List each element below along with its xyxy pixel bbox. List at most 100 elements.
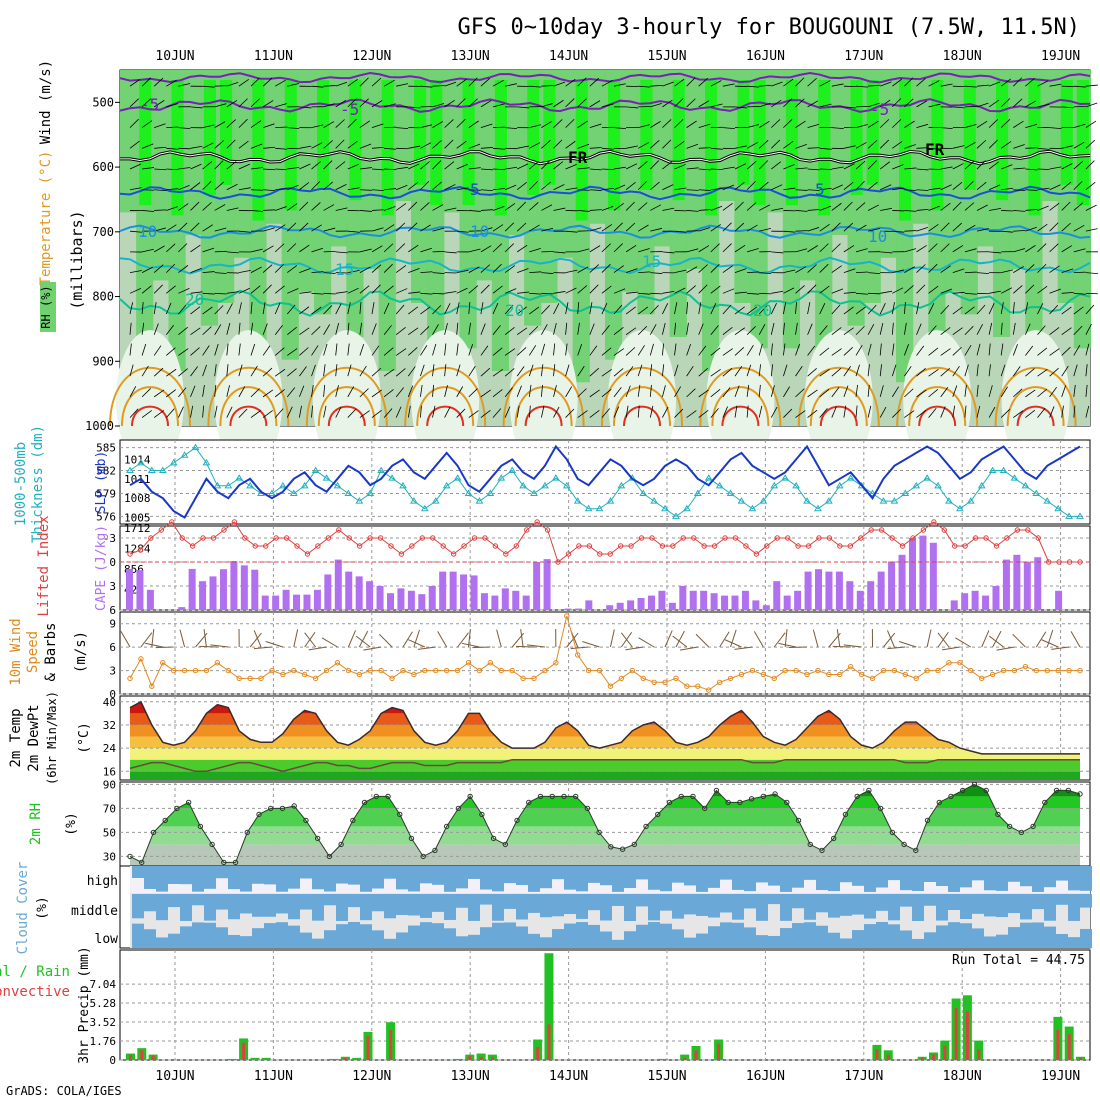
wind-barb <box>178 127 191 130</box>
wind-barb <box>831 288 844 294</box>
wind-barb <box>783 322 785 335</box>
rh-line-point <box>209 841 215 848</box>
cape-bar <box>961 593 969 610</box>
cape-bar <box>366 581 374 610</box>
wind-barb <box>299 291 312 294</box>
wind-barb <box>516 244 528 253</box>
wind-barb <box>1049 327 1060 336</box>
wind-barb <box>347 408 357 418</box>
wind-barb <box>904 248 917 253</box>
cloud-middle-block <box>624 894 636 921</box>
warm-contour <box>819 405 858 427</box>
wind-barb <box>746 405 749 418</box>
wind-barb <box>1049 202 1060 211</box>
rh-bright-patch <box>640 80 653 190</box>
wind-barb <box>1013 120 1024 128</box>
wind-barb <box>395 304 405 315</box>
wind-barb <box>964 292 977 295</box>
wind-barb <box>359 210 372 212</box>
wind-barb <box>928 368 939 377</box>
warm-contour <box>797 366 880 427</box>
wind-barb <box>928 168 941 170</box>
wind-barb <box>371 302 375 315</box>
wind-barb <box>783 287 795 294</box>
wind-barb <box>178 167 191 170</box>
cloud-high-block <box>432 866 444 885</box>
rh-line-point <box>537 793 544 800</box>
cape-bar <box>386 593 394 610</box>
wind-barb <box>1049 184 1061 191</box>
warm-contour <box>109 366 191 427</box>
wind-barb <box>299 347 309 356</box>
wind-barb <box>759 102 771 108</box>
wind-barb <box>686 210 699 212</box>
wind-barb <box>335 406 342 418</box>
wind-speed-line-point <box>804 671 810 678</box>
thickness-line-point <box>486 489 495 496</box>
thickness-line-point <box>639 489 648 496</box>
wind-barb <box>613 368 624 377</box>
wind-barb <box>541 181 551 191</box>
wind-barb <box>964 85 977 88</box>
cape-bar <box>1013 554 1021 610</box>
wind-barb <box>783 230 796 233</box>
thickness-line-point <box>737 497 746 504</box>
wind-barb <box>916 123 929 128</box>
li-line-point <box>210 535 217 541</box>
wind-barb <box>928 285 939 294</box>
wind-barb <box>178 348 189 356</box>
cloud-low-block <box>600 931 612 948</box>
wind-barb <box>287 184 299 191</box>
cloud-low-block <box>564 923 576 948</box>
wind-barb <box>577 322 580 335</box>
lower-panels: 5855825795761014101110081005-30361712128… <box>71 439 1092 1067</box>
wind-barb-10m <box>210 644 229 648</box>
wind-barb <box>686 143 699 149</box>
wind-barb <box>880 251 893 254</box>
ylabel-temp-a: 2m Temp <box>8 708 24 767</box>
wind-barb <box>1085 102 1098 108</box>
wind-barb <box>783 343 786 356</box>
rh-line-point <box>467 793 473 800</box>
wind-barb <box>795 388 805 398</box>
wind-barb <box>383 206 396 211</box>
li-line-point <box>649 535 655 541</box>
contour-label: 10 <box>138 222 157 241</box>
wind-barb <box>650 272 663 274</box>
wind-barb <box>879 322 884 335</box>
wind-barb <box>250 189 264 191</box>
wind-barb <box>783 302 787 315</box>
rh-line-point <box>350 817 356 824</box>
wind-barb <box>1025 302 1029 315</box>
cloud-high-block <box>408 866 420 892</box>
wind-barb <box>771 99 782 108</box>
cloud-low-block <box>276 922 288 948</box>
wind-barb-10m <box>358 630 369 648</box>
panel-frame <box>119 439 1091 525</box>
wind-barb <box>577 143 590 149</box>
wind-barb <box>347 302 351 315</box>
wind-barb <box>1073 405 1076 418</box>
cape-bar <box>219 569 227 610</box>
cloud-high-block <box>168 866 180 884</box>
wind-barb <box>287 288 299 294</box>
wind-barb <box>1037 80 1049 87</box>
rh-line-point <box>807 841 813 848</box>
wind-barb-10m <box>461 642 480 648</box>
wind-barb <box>383 347 394 356</box>
wind-barb <box>1085 343 1090 356</box>
wind-barb <box>444 364 447 377</box>
thickness-line-point <box>824 497 833 504</box>
wind-barb <box>867 102 880 108</box>
cloud-low-block <box>528 933 540 948</box>
li-line-point <box>1004 535 1010 541</box>
wind-barb <box>964 384 967 397</box>
wind-barb <box>274 408 284 418</box>
wind-barb <box>988 161 999 170</box>
cloud-low-block <box>684 937 696 948</box>
date-axis-top: 10JUN 11JUN 12JUN 13JUN 14JUN 15JUN 16JUN 17JUN… <box>155 49 1080 64</box>
wind-barb <box>843 346 853 356</box>
wind-barb <box>879 119 890 128</box>
cloud-middle-block <box>564 894 576 915</box>
wind-barb <box>444 303 451 315</box>
